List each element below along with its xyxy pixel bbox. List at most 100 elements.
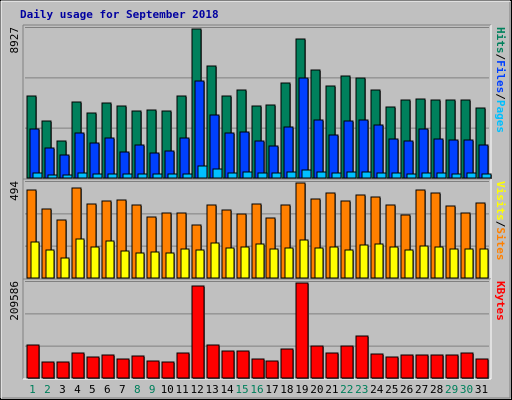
day-label: 9 (149, 383, 156, 396)
bar-kbytes (400, 354, 414, 379)
bar-sites (150, 251, 160, 279)
bar-sites (210, 242, 220, 279)
bar-sites (195, 249, 205, 279)
bar-sites (105, 240, 115, 279)
bar-sites (120, 250, 130, 279)
bar-files (254, 140, 265, 179)
legend-hits-files-pages: Hits/Files/Pages (494, 27, 507, 133)
bar-files (328, 134, 339, 179)
bar-sites (30, 241, 40, 279)
day-label: 26 (400, 383, 413, 396)
bar-sites (374, 243, 384, 279)
bar-kbytes (251, 358, 265, 379)
bar-kbytes (460, 352, 474, 379)
day-label: 25 (385, 383, 398, 396)
bar-kbytes (161, 361, 175, 379)
day-label: 21 (325, 383, 338, 396)
day-label: 23 (355, 383, 368, 396)
day-label: 19 (295, 383, 308, 396)
day-label: 31 (475, 383, 488, 396)
bar-pages (466, 172, 477, 179)
bar-pages (137, 173, 148, 179)
bar-files (283, 126, 294, 179)
bar-kbytes (310, 345, 324, 379)
bar-sites (389, 246, 399, 279)
bar-sites (449, 248, 459, 279)
bar-files (134, 144, 145, 179)
bar-kbytes (236, 350, 250, 379)
day-label: 4 (74, 383, 81, 396)
bar-pages (271, 172, 282, 179)
bar-kbytes (41, 361, 55, 379)
legend-item: Visits (494, 181, 507, 221)
day-label: 13 (205, 383, 218, 396)
y-max-label: 494 (8, 181, 21, 201)
bar-pages (316, 171, 327, 179)
bar-pages (286, 171, 297, 179)
bar-sites (225, 247, 235, 279)
bar-pages (346, 171, 357, 179)
day-label: 5 (89, 383, 96, 396)
bar-pages (167, 173, 178, 179)
bar-kbytes (475, 358, 489, 379)
bar-files (239, 131, 250, 179)
panel-visits-sites: 494 Visits/Sites (8, 178, 507, 280)
bar-sites (165, 252, 175, 279)
legend-item: KBytes (494, 281, 507, 321)
bar-kbytes (176, 352, 190, 379)
bar-files (194, 80, 205, 179)
bar-pages (77, 172, 88, 179)
bar-kbytes (385, 356, 399, 379)
legend-item: / (494, 54, 507, 61)
bar-files (388, 138, 399, 179)
bar-sites (240, 246, 250, 279)
bar-pages (92, 173, 103, 179)
bar-files (403, 140, 414, 179)
bar-pages (391, 172, 402, 179)
legend-item: Hits (494, 27, 507, 54)
bar-kbytes (221, 350, 235, 379)
bar-pages (481, 173, 492, 179)
bar-files (343, 120, 354, 179)
bar-kbytes (430, 354, 444, 379)
bar-sites (434, 246, 444, 279)
bar-kbytes (340, 345, 354, 379)
day-label: 15 (235, 383, 248, 396)
bar-sites (45, 249, 55, 279)
day-label: 22 (340, 383, 353, 396)
bar-kbytes (206, 344, 220, 379)
day-label: 14 (220, 383, 234, 396)
bar-files (224, 132, 235, 179)
bar-pages (242, 171, 253, 179)
bar-kbytes (445, 354, 459, 379)
bar-pages (227, 172, 238, 179)
day-label: 27 (415, 383, 428, 396)
bar-kbytes (146, 360, 160, 379)
bar-files (358, 119, 369, 179)
bar-pages (32, 172, 43, 179)
day-label: 3 (59, 383, 66, 396)
bar-sites (359, 244, 369, 279)
bar-sites (404, 249, 414, 279)
bar-sites (314, 247, 324, 279)
bar-sites (90, 246, 100, 279)
day-label: 11 (176, 383, 189, 396)
bar-pages (331, 172, 342, 179)
bar-sites (344, 249, 354, 279)
bar-kbytes (415, 354, 429, 379)
bar-kbytes (131, 355, 145, 379)
bar-pages (257, 172, 268, 179)
legend-kbytes: KBytes (494, 281, 507, 321)
bar-pages (436, 172, 447, 179)
day-label: 7 (119, 383, 126, 396)
bar-kbytes (26, 344, 40, 379)
bar-kbytes (295, 282, 309, 379)
bar-sites (255, 243, 265, 279)
day-label: 30 (460, 383, 473, 396)
bar-files (74, 132, 85, 179)
bar-sites (60, 257, 70, 279)
day-label: 24 (370, 383, 384, 396)
y-max-label: 8927 (8, 27, 21, 54)
panel-kbytes: 209586 KBytes (8, 278, 507, 380)
